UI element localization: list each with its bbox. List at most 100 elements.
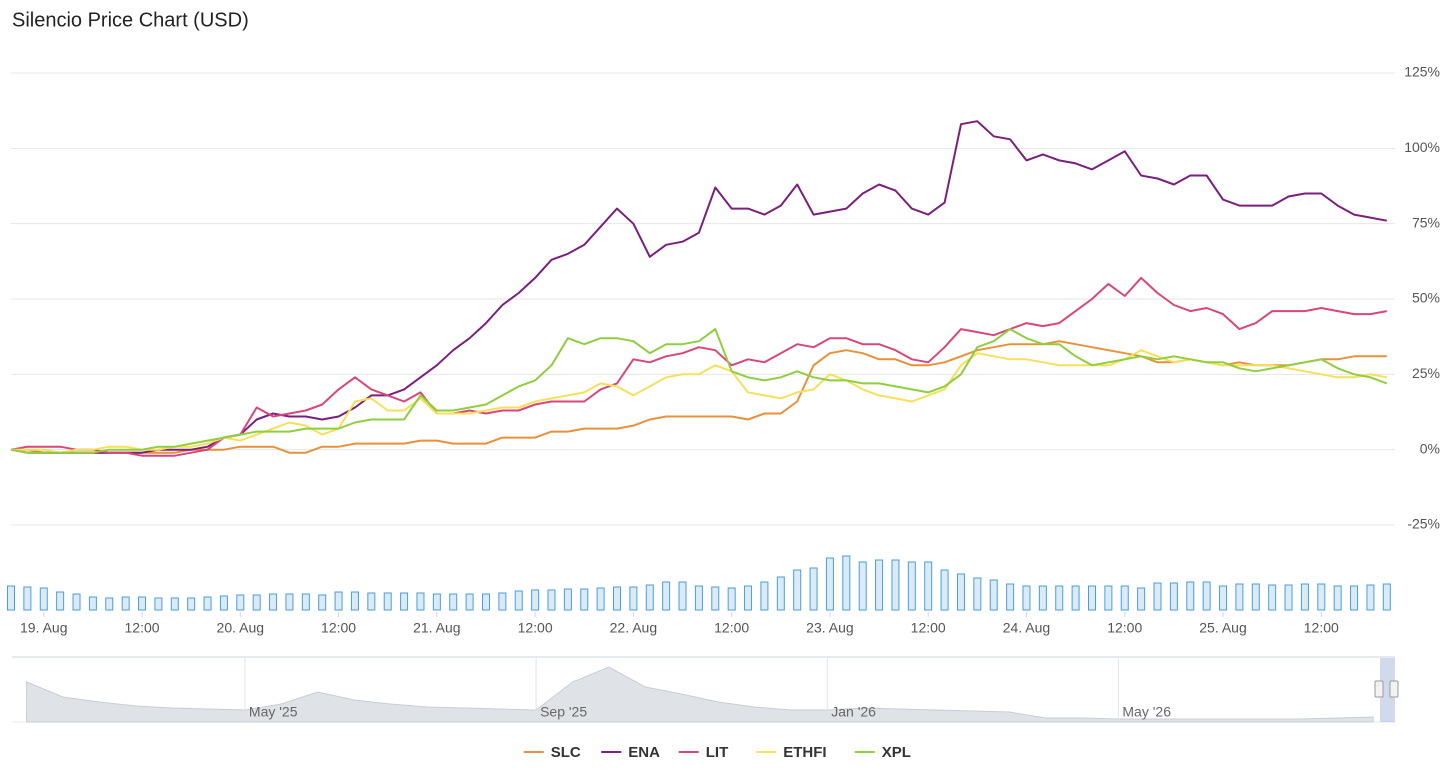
volume-bar (252, 594, 261, 611)
y-tick-label: -25% (1407, 516, 1440, 532)
volume-bar (1137, 587, 1146, 611)
volume-bar (1071, 585, 1080, 611)
volume-bar (531, 589, 540, 611)
navigator-tick-label: May '26 (1122, 704, 1171, 720)
volume-bar (694, 585, 703, 611)
volume-bar (1382, 583, 1391, 611)
volume-bar (875, 559, 884, 611)
volume-bar (678, 581, 687, 611)
volume-bar (481, 593, 490, 611)
navigator-tick-label: May '25 (249, 704, 298, 720)
x-tick-label: 25. Aug (1199, 620, 1247, 636)
volume-bar (1317, 583, 1326, 611)
volume-bar (236, 594, 245, 611)
volume-bar (416, 592, 425, 611)
y-tick-label: 0% (1420, 440, 1440, 456)
navigator-tick-label: Jan '26 (831, 704, 876, 720)
volume-bar (514, 590, 523, 611)
volume-bar (596, 587, 605, 611)
volume-bar (727, 587, 736, 611)
x-tick-label: 24. Aug (1003, 620, 1051, 636)
volume-bar (825, 557, 834, 611)
volume-bar (1022, 585, 1031, 611)
volume-bar (1366, 584, 1375, 611)
volume-bar (23, 586, 32, 611)
x-tick-label: 12:00 (1107, 620, 1142, 636)
volume-bar (1169, 582, 1178, 611)
volume-bar (105, 597, 114, 611)
volume-bar (88, 596, 97, 611)
y-tick-label: 75% (1412, 214, 1440, 230)
volume-bar (170, 597, 179, 611)
volume-bar (809, 567, 818, 611)
volume-bar (1186, 581, 1195, 611)
x-tick-label: 20. Aug (217, 620, 265, 636)
x-tick-label: 12:00 (714, 620, 749, 636)
volume-bar (334, 591, 343, 611)
x-tick-label: 23. Aug (806, 620, 854, 636)
volume-bar (285, 593, 294, 611)
x-tick-label: 19. Aug (20, 620, 68, 636)
volume-bar (1300, 583, 1309, 611)
volume-bar (793, 569, 802, 611)
volume-bar (645, 584, 654, 611)
volume-bar (662, 581, 671, 611)
x-tick-label: 12:00 (125, 620, 160, 636)
volume-bar (367, 592, 376, 611)
volume-bar (1333, 585, 1342, 611)
navigator-handle[interactable] (1374, 680, 1384, 698)
volume-bar (318, 594, 327, 611)
x-tick-label: 12:00 (518, 620, 553, 636)
volume-bar (760, 581, 769, 611)
x-tick-label: 22. Aug (610, 620, 658, 636)
volume-bar (449, 593, 458, 611)
volume-bar (711, 586, 720, 611)
y-tick-label: 25% (1412, 365, 1440, 381)
navigator-handle[interactable] (1389, 680, 1399, 698)
legend-label[interactable]: SLC (551, 744, 581, 761)
volume-bar (1087, 585, 1096, 611)
volume-bar (858, 561, 867, 611)
volume-bar (1153, 582, 1162, 611)
chart-title: Silencio Price Chart (USD) (12, 9, 249, 31)
volume-bar (39, 587, 48, 611)
volume-bar (203, 596, 212, 611)
legend-label[interactable]: LIT (706, 744, 729, 761)
volume-bar (1202, 581, 1211, 611)
legend-label[interactable]: ENA (628, 744, 660, 761)
volume-bar (1038, 585, 1047, 611)
volume-bar (629, 586, 638, 611)
series-line (11, 349, 1387, 454)
x-tick-label: 12:00 (911, 620, 946, 636)
volume-bar (1055, 585, 1064, 611)
legend-label[interactable]: XPL (882, 744, 911, 761)
volume-bar (1268, 584, 1277, 611)
navigator-selection[interactable] (1380, 658, 1395, 722)
volume-bar (187, 597, 196, 611)
volume-bar (891, 559, 900, 611)
volume-bar (613, 586, 622, 611)
volume-bar (924, 561, 933, 611)
volume-bar (1120, 585, 1129, 611)
volume-bar (138, 596, 147, 611)
volume-bar (301, 593, 310, 611)
series-line (11, 340, 1387, 454)
x-tick-label: 12:00 (1304, 620, 1339, 636)
volume-bar (973, 577, 982, 611)
volume-bar (563, 588, 572, 611)
volume-bar (400, 592, 409, 611)
legend-label[interactable]: ETHFI (783, 744, 826, 761)
x-tick-label: 12:00 (321, 620, 356, 636)
volume-bar (7, 585, 15, 611)
volume-bar (744, 585, 753, 611)
series-line (10, 276, 1387, 457)
volume-bar (1104, 585, 1113, 611)
volume-bar (269, 593, 278, 611)
volume-bar (580, 588, 589, 611)
y-tick-label: 100% (1404, 139, 1440, 155)
volume-bar (432, 593, 441, 611)
volume-bar (56, 591, 65, 611)
volume-bar (1235, 583, 1244, 611)
volume-bar (383, 592, 392, 611)
volume-bar (121, 596, 130, 611)
